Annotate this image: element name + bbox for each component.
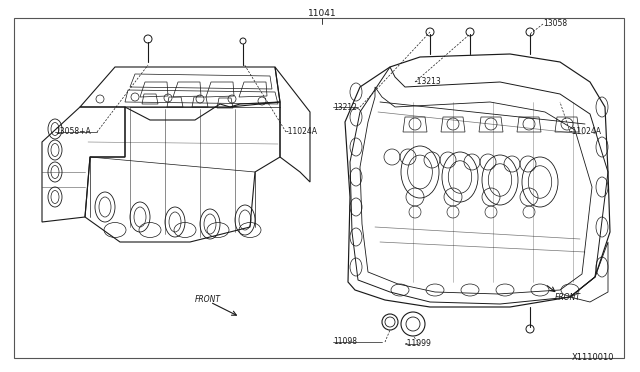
Text: 11098: 11098 [333, 337, 357, 346]
Text: -13213: -13213 [415, 77, 442, 87]
Text: 13058+A: 13058+A [55, 128, 91, 137]
Text: 11041: 11041 [308, 10, 336, 19]
Text: FRONT: FRONT [195, 295, 221, 305]
Text: 13058: 13058 [543, 19, 567, 29]
Text: -11099: -11099 [405, 340, 432, 349]
Text: FRONT: FRONT [555, 292, 581, 301]
Text: -11024A: -11024A [286, 128, 318, 137]
Text: X1110010: X1110010 [572, 353, 614, 362]
Text: -11024A: -11024A [570, 128, 602, 137]
Text: 13212: 13212 [333, 103, 357, 112]
